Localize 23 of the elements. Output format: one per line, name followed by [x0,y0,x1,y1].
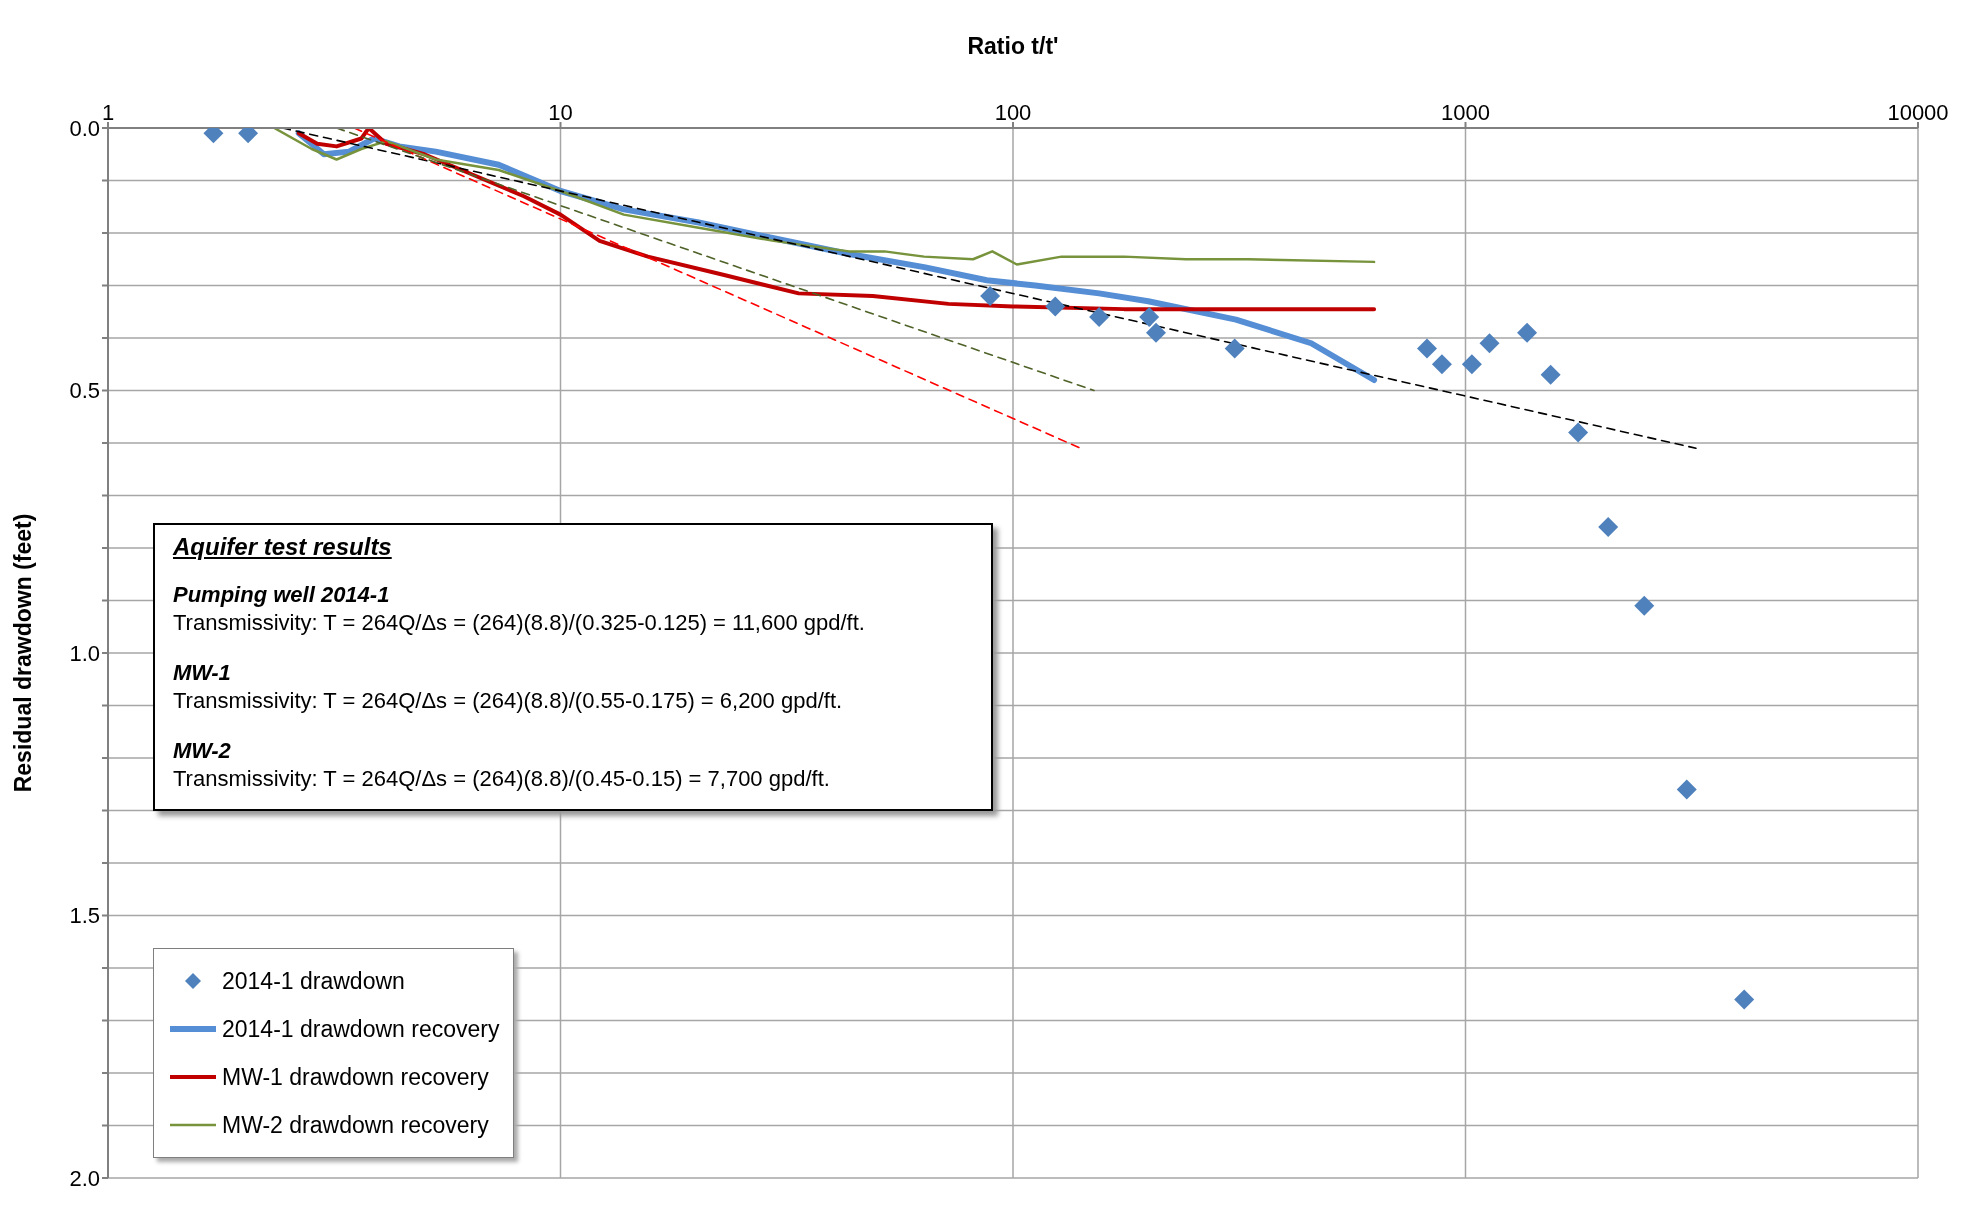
annotation: Transmissivity: T = 264Q/Δs = (264)(8.8)/(0.325-0.125) = 11,600 gpd/ft. [173,609,866,637]
annotation: Aquifer test results [173,533,393,561]
annotation: Transmissivity: T = 264Q/Δs = (264)(8.8)/(0.55-0.175) = 6,200 gpd/ft. [173,687,844,715]
legend-label: MW-1 drawdown recovery [222,1063,489,1091]
x-axis-title: Ratio t/t' [967,33,1059,60]
x-tick-label: 10000 [1887,100,1949,125]
annotation: MW-1 [173,659,232,687]
annotation: Pumping well 2014-1 [173,581,391,609]
annotation: Transmissivity: T = 264Q/Δs = (264)(8.8)/(0.45-0.15) = 7,700 gpd/ft. [173,765,831,793]
y-tick-label: 1.0 [69,640,100,666]
x-tick-label: 10 [548,100,573,125]
y-axis-title: Residual drawdown (feet) [10,513,37,793]
x-tick-label: 1 [101,100,115,125]
y-tick-label: 1.5 [69,903,100,929]
legend-label: 2014-1 drawdown recovery [222,1015,500,1043]
x-tick-label: 1000 [1441,100,1490,125]
x-tick-label: 100 [994,100,1032,125]
y-tick-label: 2.0 [69,1165,100,1191]
legend-label: MW-2 drawdown recovery [222,1111,489,1139]
y-tick-label: 0.0 [69,115,100,141]
y-tick-label: 0.5 [69,378,100,404]
legend-label: 2014-1 drawdown [222,967,405,995]
annotation: MW-2 [173,737,232,765]
